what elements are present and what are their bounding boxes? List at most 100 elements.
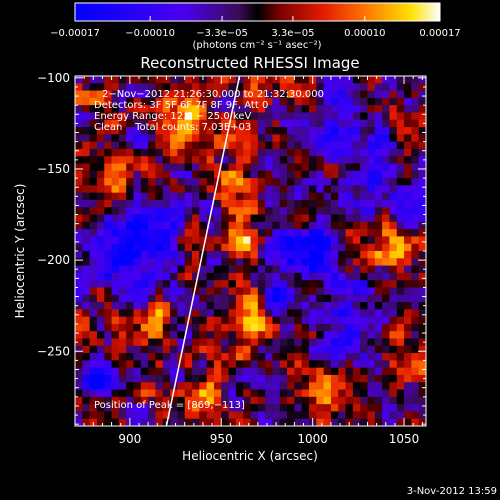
heatmap-cell [126, 280, 134, 288]
heatmap-cell [287, 97, 295, 106]
heatmap-cell [199, 345, 208, 354]
heatmap-cell [330, 280, 339, 288]
heatmap-cell [228, 119, 237, 128]
heatmap-cell [235, 309, 244, 318]
heatmap-cell [89, 345, 98, 354]
heatmap-cell [250, 134, 259, 143]
heatmap-cell [396, 76, 405, 84]
heatmap-cell [345, 411, 354, 420]
heatmap-cell [367, 345, 376, 354]
heatmap-cell [206, 119, 215, 128]
heatmap-cell [287, 163, 295, 172]
heatmap-cell [265, 316, 273, 325]
heatmap-cell [404, 178, 412, 186]
heatmap-cell [257, 353, 266, 361]
heatmap-cell [323, 353, 332, 361]
heatmap-cell [250, 141, 259, 150]
heatmap-cell [309, 236, 317, 245]
heatmap-cell [360, 76, 368, 84]
heatmap-cell [199, 411, 208, 420]
heatmap-cell [374, 272, 383, 281]
heatmap-cell [140, 374, 149, 383]
heatmap-cell [338, 396, 346, 405]
heatmap-cell [148, 76, 156, 84]
heatmap-cell [111, 418, 120, 426]
heatmap-cell [309, 185, 317, 194]
heatmap-cell [206, 360, 215, 369]
heatmap-cell [111, 141, 120, 150]
heatmap-cell [126, 97, 134, 106]
heatmap-cell [396, 302, 405, 310]
heatmap-cell [177, 141, 186, 150]
heatmap-cell [352, 338, 361, 347]
heatmap-cell [301, 119, 310, 128]
heatmap-cell [243, 418, 251, 426]
heatmap-cell [301, 316, 310, 325]
heatmap-cell [243, 374, 251, 383]
heatmap-cell [396, 331, 405, 339]
colorbar-ticks: −0.00017 −0.00010 −3.3e−05 3.3e−05 0.00010 0.… [50, 16, 461, 39]
heatmap-cell [82, 83, 91, 91]
heatmap-cell [140, 258, 149, 266]
heatmap-cell [89, 119, 98, 128]
heatmap-cell [89, 360, 98, 369]
heatmap-cell [279, 418, 288, 426]
heatmap-cell [323, 404, 332, 412]
heatmap-cell [82, 76, 91, 84]
heatmap-cell [250, 265, 259, 274]
heatmap-cell [235, 353, 244, 361]
heatmap-cell [75, 302, 83, 310]
heatmap-cell [221, 338, 229, 347]
heatmap-cell [192, 411, 200, 420]
heatmap-cell [228, 353, 237, 361]
heatmap-cell [184, 258, 193, 266]
heatmap-cell [243, 345, 251, 354]
heatmap-cell [213, 97, 222, 106]
heatmap-cell [192, 83, 200, 91]
heatmap-cell [148, 353, 156, 361]
heatmap-cell [404, 374, 412, 383]
heatmap-cell [155, 382, 164, 390]
heatmap-cell [352, 265, 361, 274]
heatmap-cell [96, 360, 105, 369]
heatmap-cell [418, 287, 426, 296]
heatmap-cell [206, 258, 215, 266]
heatmap-cell [352, 229, 361, 237]
heatmap-cell [148, 134, 156, 143]
heatmap-cell [389, 367, 398, 376]
heatmap-cell [265, 367, 273, 376]
heatmap-cell [338, 418, 346, 426]
heatmap-cell [213, 105, 222, 113]
heatmap-cell [104, 338, 112, 347]
heatmap-cell [265, 178, 273, 186]
heatmap-cell [192, 345, 200, 354]
heatmap-cell [345, 170, 354, 179]
heatmap-cell [133, 97, 142, 106]
heatmap-cell [338, 382, 346, 390]
heatmap-cell [287, 229, 295, 237]
heatmap-cell [243, 127, 251, 135]
heatmap-cell [243, 258, 251, 266]
heatmap-cell [206, 418, 215, 426]
heatmap-cell [330, 309, 339, 318]
heatmap-cell [301, 170, 310, 179]
heatmap-cell [89, 309, 98, 318]
heatmap-cell [265, 221, 273, 230]
heatmap-cell [206, 192, 215, 201]
heatmap-cell [126, 90, 134, 99]
heatmap-cell [89, 404, 98, 412]
heatmap-cell [287, 338, 295, 347]
heatmap-cell [192, 156, 200, 164]
heatmap-cell [316, 287, 325, 296]
heatmap-cell [140, 192, 149, 201]
heatmap-cell [177, 229, 186, 237]
heatmap-cell [338, 331, 346, 339]
heatmap-cell [221, 272, 229, 281]
heatmap-cell [213, 148, 222, 157]
heatmap-cell [309, 192, 317, 201]
heatmap-cell [148, 170, 156, 179]
heatmap-cell [316, 272, 325, 281]
heatmap-cell [250, 331, 259, 339]
heatmap-cell [192, 287, 200, 296]
heatmap-cell [367, 251, 376, 259]
